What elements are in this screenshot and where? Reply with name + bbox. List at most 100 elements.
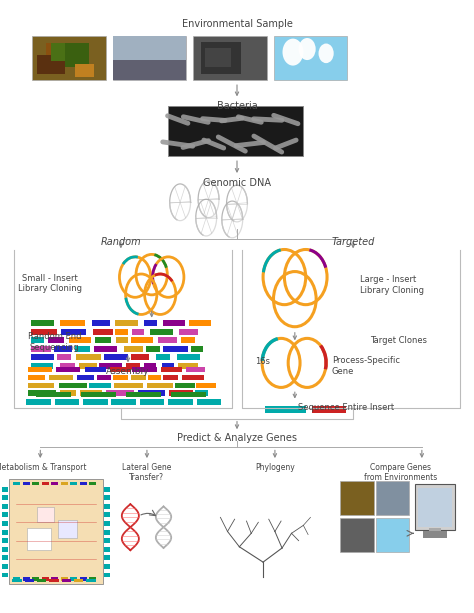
Bar bbox=[83, 399, 108, 405]
Bar bbox=[79, 363, 97, 369]
Text: Environmental Sample: Environmental Sample bbox=[182, 20, 292, 29]
Bar bbox=[75, 64, 94, 77]
Bar bbox=[197, 399, 221, 405]
Bar bbox=[2, 547, 8, 552]
Bar bbox=[61, 482, 68, 485]
Bar bbox=[2, 495, 8, 500]
Bar bbox=[131, 354, 149, 360]
Bar bbox=[104, 512, 110, 517]
Bar bbox=[51, 482, 58, 485]
Bar bbox=[104, 495, 110, 500]
Bar bbox=[37, 579, 46, 582]
Text: Large - Insert
Library Cloning: Large - Insert Library Cloning bbox=[360, 275, 424, 295]
Bar bbox=[140, 399, 164, 405]
Bar bbox=[415, 484, 455, 530]
Bar bbox=[115, 320, 138, 326]
Bar bbox=[25, 579, 34, 582]
Bar bbox=[54, 346, 72, 352]
Bar bbox=[113, 36, 186, 60]
Bar bbox=[179, 329, 198, 335]
Bar bbox=[168, 106, 303, 156]
Bar bbox=[31, 354, 54, 360]
Bar bbox=[104, 573, 110, 577]
Bar bbox=[60, 390, 76, 396]
Bar bbox=[84, 367, 107, 372]
Bar bbox=[95, 337, 111, 343]
Bar bbox=[104, 504, 110, 509]
Bar bbox=[274, 36, 347, 80]
Bar bbox=[376, 518, 409, 552]
Bar bbox=[42, 577, 49, 581]
Bar bbox=[312, 406, 346, 413]
Bar bbox=[80, 482, 87, 485]
Bar bbox=[104, 547, 110, 552]
Bar bbox=[49, 579, 59, 582]
Bar bbox=[340, 518, 374, 552]
Bar bbox=[80, 390, 102, 396]
Bar bbox=[146, 346, 160, 352]
Bar bbox=[2, 530, 8, 535]
Bar bbox=[113, 375, 128, 380]
Bar bbox=[104, 555, 110, 560]
Bar bbox=[51, 577, 58, 581]
Bar bbox=[163, 320, 185, 326]
Bar bbox=[147, 383, 173, 388]
Bar bbox=[423, 531, 447, 538]
Bar bbox=[12, 579, 22, 582]
Bar bbox=[429, 528, 441, 533]
Bar bbox=[76, 354, 100, 360]
Bar bbox=[191, 346, 203, 352]
Bar bbox=[37, 55, 65, 74]
Bar bbox=[77, 375, 93, 380]
Bar bbox=[32, 577, 39, 581]
Bar bbox=[376, 481, 409, 515]
Bar bbox=[86, 579, 96, 582]
Bar bbox=[175, 383, 195, 388]
Bar bbox=[163, 375, 178, 380]
Bar bbox=[74, 579, 83, 582]
Bar bbox=[161, 367, 182, 372]
Bar bbox=[59, 383, 87, 388]
Bar bbox=[89, 383, 111, 388]
Bar bbox=[2, 555, 8, 560]
Bar bbox=[193, 36, 267, 80]
Text: Bacteria: Bacteria bbox=[217, 101, 257, 110]
Bar bbox=[150, 329, 173, 335]
Bar bbox=[418, 488, 452, 527]
Bar bbox=[104, 564, 110, 569]
Bar bbox=[106, 390, 134, 396]
Bar bbox=[168, 399, 193, 405]
Bar bbox=[190, 320, 211, 326]
Bar bbox=[2, 521, 8, 526]
Bar bbox=[28, 367, 52, 372]
Text: Genomic DNA: Genomic DNA bbox=[203, 178, 271, 188]
Bar bbox=[2, 504, 8, 509]
Bar bbox=[177, 354, 200, 360]
Text: Assembly: Assembly bbox=[106, 367, 150, 376]
Bar bbox=[2, 573, 8, 577]
Bar bbox=[164, 346, 188, 352]
Bar bbox=[104, 521, 110, 526]
Bar bbox=[91, 320, 110, 326]
Bar bbox=[2, 538, 8, 543]
Text: Compare Genes
from Environments: Compare Genes from Environments bbox=[364, 463, 437, 482]
Bar bbox=[182, 375, 204, 380]
Bar bbox=[37, 507, 54, 522]
Bar bbox=[13, 577, 20, 581]
Bar bbox=[89, 577, 96, 581]
Bar bbox=[26, 399, 51, 405]
Bar bbox=[156, 354, 171, 360]
Bar bbox=[28, 390, 56, 396]
Bar bbox=[178, 363, 199, 369]
Bar bbox=[126, 363, 140, 369]
Bar bbox=[80, 577, 87, 581]
Bar bbox=[60, 363, 74, 369]
Bar bbox=[27, 528, 51, 550]
Bar bbox=[181, 337, 194, 343]
Bar bbox=[61, 329, 86, 335]
Bar bbox=[148, 375, 162, 380]
Bar bbox=[55, 399, 79, 405]
Bar bbox=[31, 329, 57, 335]
Bar bbox=[65, 43, 89, 67]
Bar bbox=[61, 577, 68, 581]
